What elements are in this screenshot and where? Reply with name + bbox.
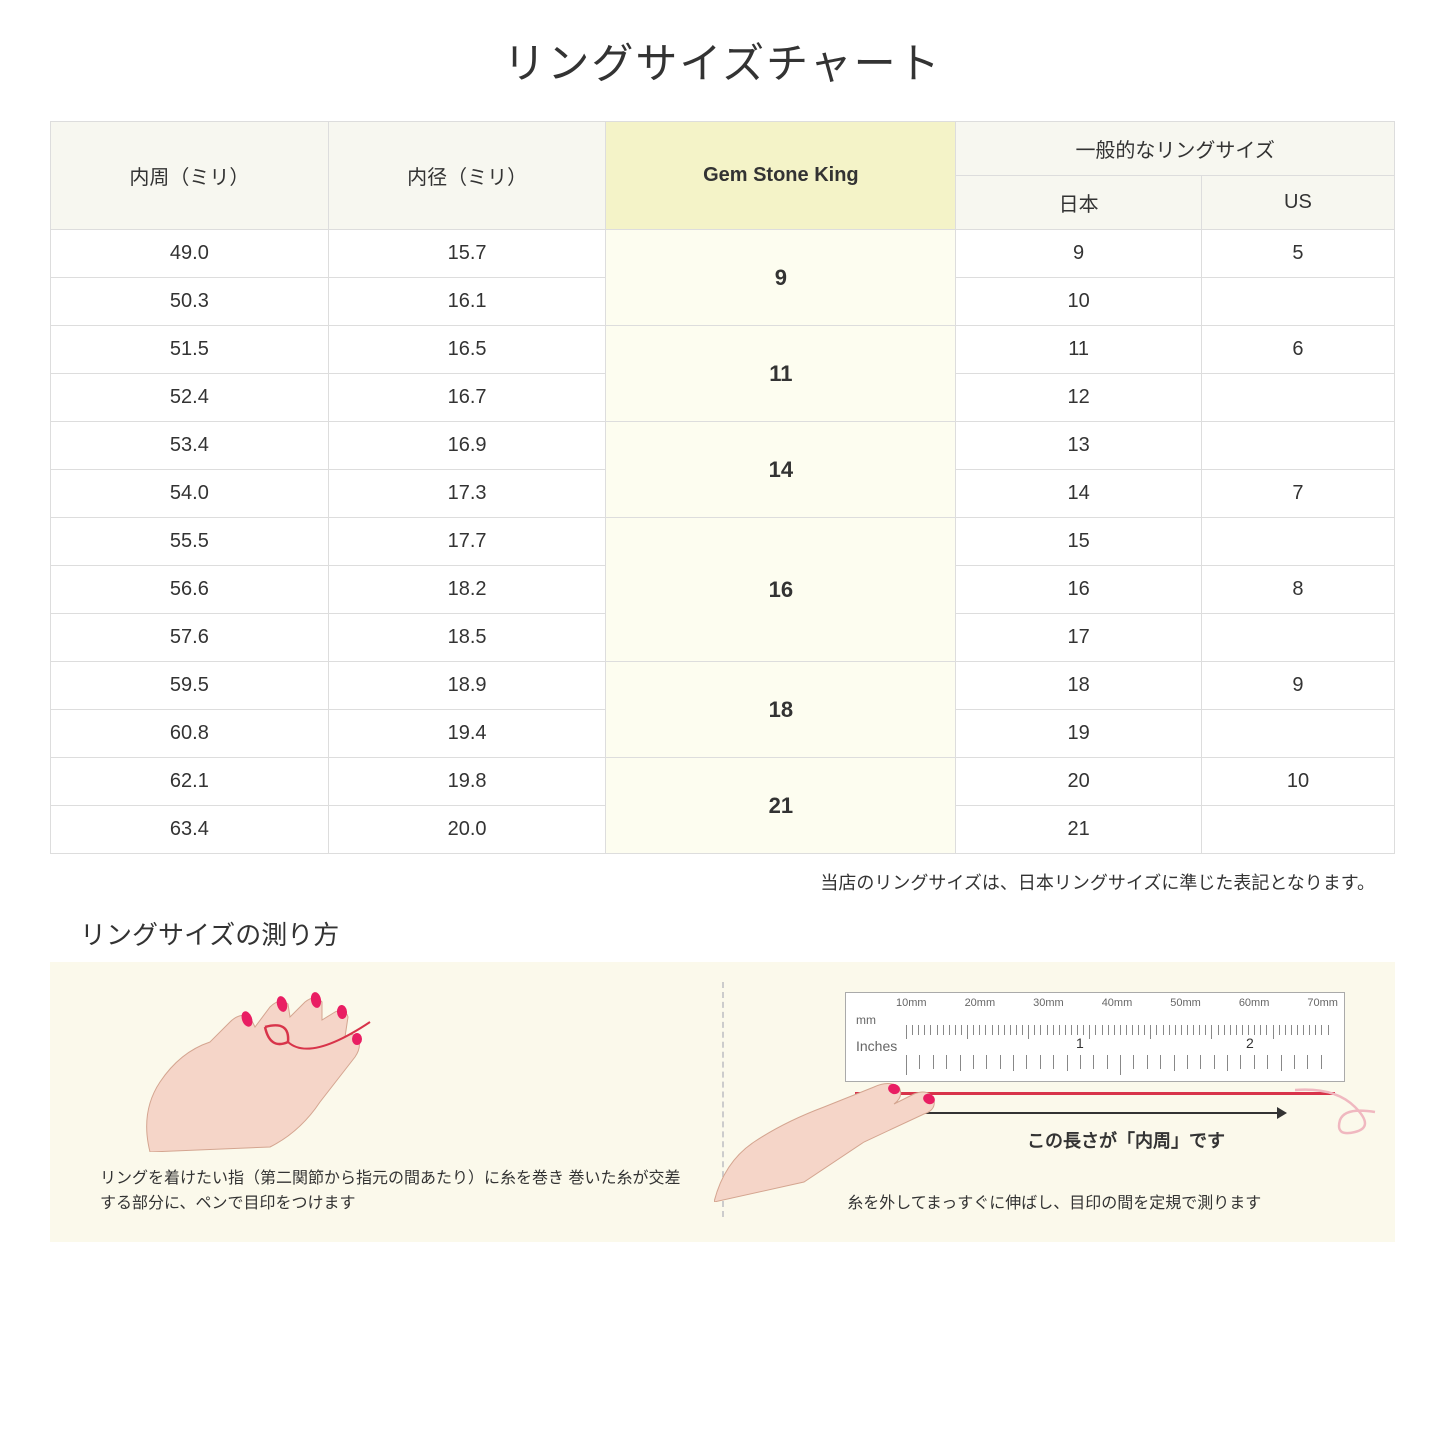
arrow-label: この長さが「内周」です [1027, 1127, 1225, 1153]
table-note: 当店のリングサイズは、日本リングサイズに準じた表記となります。 [50, 869, 1395, 895]
howto-step-2: 10mm20mm30mm40mm50mm60mm70mm mm Inches 1… [744, 982, 1366, 1217]
ruler-mm-label: mm [856, 1013, 876, 1027]
thread-curl [1295, 1082, 1395, 1142]
col-gsk: Gem Stone King [606, 122, 956, 230]
step-2-caption: 糸を外してまっすぐに伸ばし、目印の間を定規で測ります [744, 1191, 1366, 1217]
page-title: リングサイズチャート [50, 30, 1395, 91]
table-row: 49.015.7995 [51, 230, 1395, 278]
col-common: 一般的なリングサイズ [956, 122, 1395, 176]
table-row: 59.518.918189 [51, 662, 1395, 710]
howto-section: リングを着けたい指（第二関節から指元の間あたり）に糸を巻き 巻いた糸が交差する部… [50, 962, 1395, 1242]
hand-wrap-illustration [110, 972, 390, 1152]
col-circumference: 内周（ミリ） [51, 122, 329, 230]
howto-title: リングサイズの測り方 [80, 915, 1395, 952]
table-row: 51.516.511116 [51, 326, 1395, 374]
howto-step-1: リングを着けたい指（第二関節から指元の間あたり）に糸を巻き 巻いた糸が交差する部… [80, 982, 724, 1217]
size-chart-table: 内周（ミリ） 内径（ミリ） Gem Stone King 一般的なリングサイズ … [50, 121, 1395, 854]
table-row: 55.517.71615 [51, 518, 1395, 566]
col-jp: 日本 [956, 176, 1202, 230]
hand-measure-illustration [714, 1052, 954, 1202]
table-row: 62.119.8212010 [51, 758, 1395, 806]
col-us: US [1201, 176, 1394, 230]
table-row: 53.416.91413 [51, 422, 1395, 470]
col-diameter: 内径（ミリ） [328, 122, 606, 230]
step-1-caption: リングを着けたい指（第二関節から指元の間あたり）に糸を巻き 巻いた糸が交差する部… [100, 1166, 692, 1217]
